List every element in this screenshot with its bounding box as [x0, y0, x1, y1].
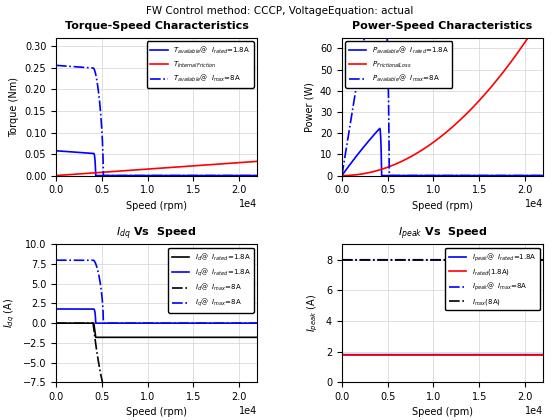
Title: Power-Speed Characteristics: Power-Speed Characteristics [352, 21, 533, 32]
Y-axis label: Torque (Nm): Torque (Nm) [9, 77, 19, 136]
Title: Torque-Speed Characteristics: Torque-Speed Characteristics [65, 21, 249, 32]
Legend: $I_{peak}$@  $I_{rated}$=1.8A, $I_{rated}$(1.8A), $I_{peak}$@  $I_{max}$=8A, $I_: $I_{peak}$@ $I_{rated}$=1.8A, $I_{rated}… [445, 248, 540, 310]
X-axis label: Speed (rpm): Speed (rpm) [126, 201, 187, 211]
Y-axis label: $I_{dq}$ (A): $I_{dq}$ (A) [3, 298, 17, 328]
Text: FW Control method: CCCP, VoltageEquation: actual: FW Control method: CCCP, VoltageEquation… [146, 6, 414, 16]
Legend: $P_{available}$@  $I_{rated}$=1.8A, $P_{FrictionalLoss}$, $P_{available}$@  $I_{: $P_{available}$@ $I_{rated}$=1.8A, $P_{F… [346, 41, 452, 88]
Legend: $T_{available}$@  $I_{rated}$=1.8A, $T_{InternalFriction}$, $T_{available}$@  $I: $T_{available}$@ $I_{rated}$=1.8A, $T_{I… [147, 41, 254, 88]
Title: $I_{dq}$ Vs  Speed: $I_{dq}$ Vs Speed [116, 226, 197, 242]
Legend: $I_d$@  $I_{rated}$=1.8A, $I_q$@  $I_{rated}$=1.8A, $I_d$@  $I_{max}$=8A, $I_q$@: $I_d$@ $I_{rated}$=1.8A, $I_q$@ $I_{rate… [168, 248, 254, 312]
X-axis label: Speed (rpm): Speed (rpm) [126, 407, 187, 417]
X-axis label: Speed (rpm): Speed (rpm) [412, 201, 473, 211]
Y-axis label: Power (W): Power (W) [304, 82, 314, 131]
Title: $I_{peak}$ Vs  Speed: $I_{peak}$ Vs Speed [398, 226, 487, 242]
Y-axis label: $I_{peak}$ (A): $I_{peak}$ (A) [306, 294, 320, 333]
X-axis label: Speed (rpm): Speed (rpm) [412, 407, 473, 417]
